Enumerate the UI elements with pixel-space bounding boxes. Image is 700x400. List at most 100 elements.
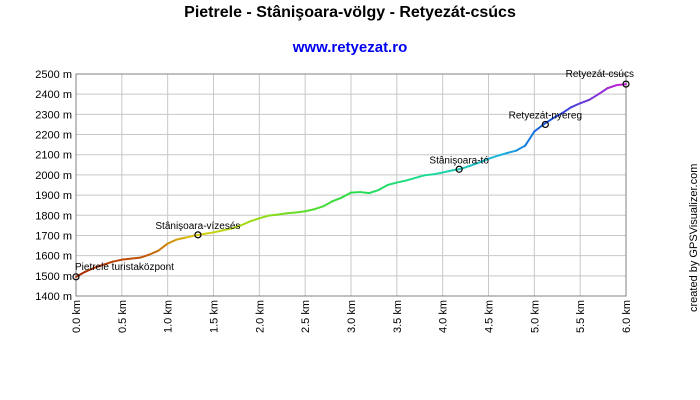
profile-segment xyxy=(313,205,325,211)
x-tick-label: 1.0 km xyxy=(163,300,175,333)
profile-segment xyxy=(386,181,398,186)
profile-segment xyxy=(432,171,444,176)
y-tick-label: 2300 m xyxy=(35,109,72,121)
profile-segment xyxy=(414,174,426,179)
profile-segment xyxy=(606,84,618,90)
profile-segment xyxy=(588,93,600,101)
profile-segment xyxy=(111,258,123,263)
profile-segment xyxy=(469,161,481,167)
x-tick-label: 4.0 km xyxy=(438,300,450,333)
profile-segment xyxy=(120,257,132,261)
profile-segment xyxy=(515,144,527,152)
profile-segment xyxy=(304,208,316,213)
waypoint-label: Retyezát-csúcs xyxy=(566,69,634,80)
waypoint-marker xyxy=(455,165,463,173)
profile-segment xyxy=(524,130,536,147)
profile-segment xyxy=(615,83,627,87)
plot-area xyxy=(75,73,627,297)
profile-segment xyxy=(285,211,297,215)
profile-segment xyxy=(478,157,490,164)
waypoint-marker xyxy=(541,120,549,129)
x-tick-label: 3.5 km xyxy=(392,300,404,333)
waypoint-marker xyxy=(622,80,630,88)
waypoint-label: Stânişoara-tó xyxy=(429,155,489,166)
profile-segment xyxy=(130,256,142,260)
profile-segment xyxy=(405,176,417,182)
waypoint-label: Retyezát-nyereg xyxy=(509,110,582,121)
profile-segment xyxy=(267,213,279,217)
y-tick-label: 2200 m xyxy=(35,130,72,142)
profile-segment xyxy=(359,191,371,195)
grid-lines xyxy=(76,74,626,296)
profile-segment xyxy=(377,184,389,192)
waypoint-markers: Pietrele turistaközpont Stânişoara-vízesé… xyxy=(72,69,634,281)
x-tick-label: 2.5 km xyxy=(300,300,312,333)
profile-segment xyxy=(570,102,582,109)
profile-segment xyxy=(423,173,435,177)
profile-segment xyxy=(579,98,591,105)
profile-segment xyxy=(185,234,197,239)
profile-segment xyxy=(203,231,215,235)
profile-segment xyxy=(597,87,609,96)
profile-segment xyxy=(221,227,233,232)
profile-segment xyxy=(295,210,307,214)
y-tick-label: 1500 m xyxy=(35,271,72,283)
credit-text: created by GPSVisualizer.com xyxy=(688,164,700,312)
profile-segment xyxy=(102,260,114,266)
profile-segment xyxy=(395,179,407,184)
x-axis-tick-labels: 0.0 km 0.5 km 1.0 km 1.5 km 2.0 km 2.5 km 3.0 … xyxy=(71,300,633,333)
profile-segment xyxy=(75,270,87,278)
profile-segment xyxy=(258,214,270,220)
profile-segment xyxy=(331,196,343,203)
y-tick-label: 1700 m xyxy=(35,230,72,242)
profile-segment xyxy=(194,232,206,237)
y-axis-tick-labels: 1400 m 1500 m 1600 m 1700 m 1800 m 1900 m 2000… xyxy=(35,69,72,303)
chart-subtitle-link[interactable]: www.retyezat.ro xyxy=(292,39,407,56)
profile-segment xyxy=(350,191,362,194)
chart-title: Pietrele - Stânişoara-völgy - Retyezát-c… xyxy=(184,4,516,21)
profile-segment xyxy=(542,117,554,126)
y-tick-label: 2100 m xyxy=(35,150,72,162)
profile-segment xyxy=(368,189,380,195)
y-tick-label: 1800 m xyxy=(35,210,72,222)
x-tick-label: 4.5 km xyxy=(484,300,496,333)
profile-segment xyxy=(340,191,352,199)
profile-segment xyxy=(157,242,169,252)
profile-segment xyxy=(230,224,242,230)
profile-segment xyxy=(505,149,517,155)
profile-segment xyxy=(322,200,334,208)
profile-segment xyxy=(212,229,224,234)
y-tick-label: 2000 m xyxy=(35,170,72,182)
x-tick-label: 0.0 km xyxy=(71,300,83,333)
profile-segment xyxy=(441,169,453,174)
x-tick-label: 5.0 km xyxy=(529,300,541,333)
profile-segment xyxy=(148,249,160,256)
y-tick-label: 1900 m xyxy=(35,190,72,202)
profile-segment xyxy=(93,263,105,269)
profile-segment xyxy=(487,154,499,160)
y-tick-label: 1400 m xyxy=(35,291,72,303)
x-tick-label: 5.5 km xyxy=(575,300,587,333)
x-tick-label: 3.0 km xyxy=(346,300,358,333)
x-tick-label: 1.5 km xyxy=(209,300,221,333)
x-tick-label: 0.5 km xyxy=(117,300,129,333)
y-tick-label: 2400 m xyxy=(35,89,72,101)
y-tick-label: 2500 m xyxy=(35,69,72,81)
profile-segment xyxy=(84,266,96,273)
waypoint-label: Stânişoara-vízesés xyxy=(155,221,240,232)
waypoint-marker xyxy=(72,273,80,281)
profile-segment xyxy=(551,112,563,120)
y-tick-label: 1600 m xyxy=(35,251,72,263)
profile-segment xyxy=(166,238,178,245)
waypoint-marker xyxy=(194,231,202,239)
profile-segment xyxy=(249,217,261,223)
profile-segment xyxy=(175,236,187,241)
profile-segment xyxy=(560,106,572,115)
elevation-profile-line xyxy=(75,83,627,278)
profile-segment xyxy=(240,220,252,227)
x-tick-label: 2.0 km xyxy=(254,300,266,333)
profile-segment xyxy=(276,212,288,216)
x-tick-label: 6.0 km xyxy=(621,300,633,333)
waypoint-label: Pietrele turistaközpont xyxy=(75,262,174,273)
